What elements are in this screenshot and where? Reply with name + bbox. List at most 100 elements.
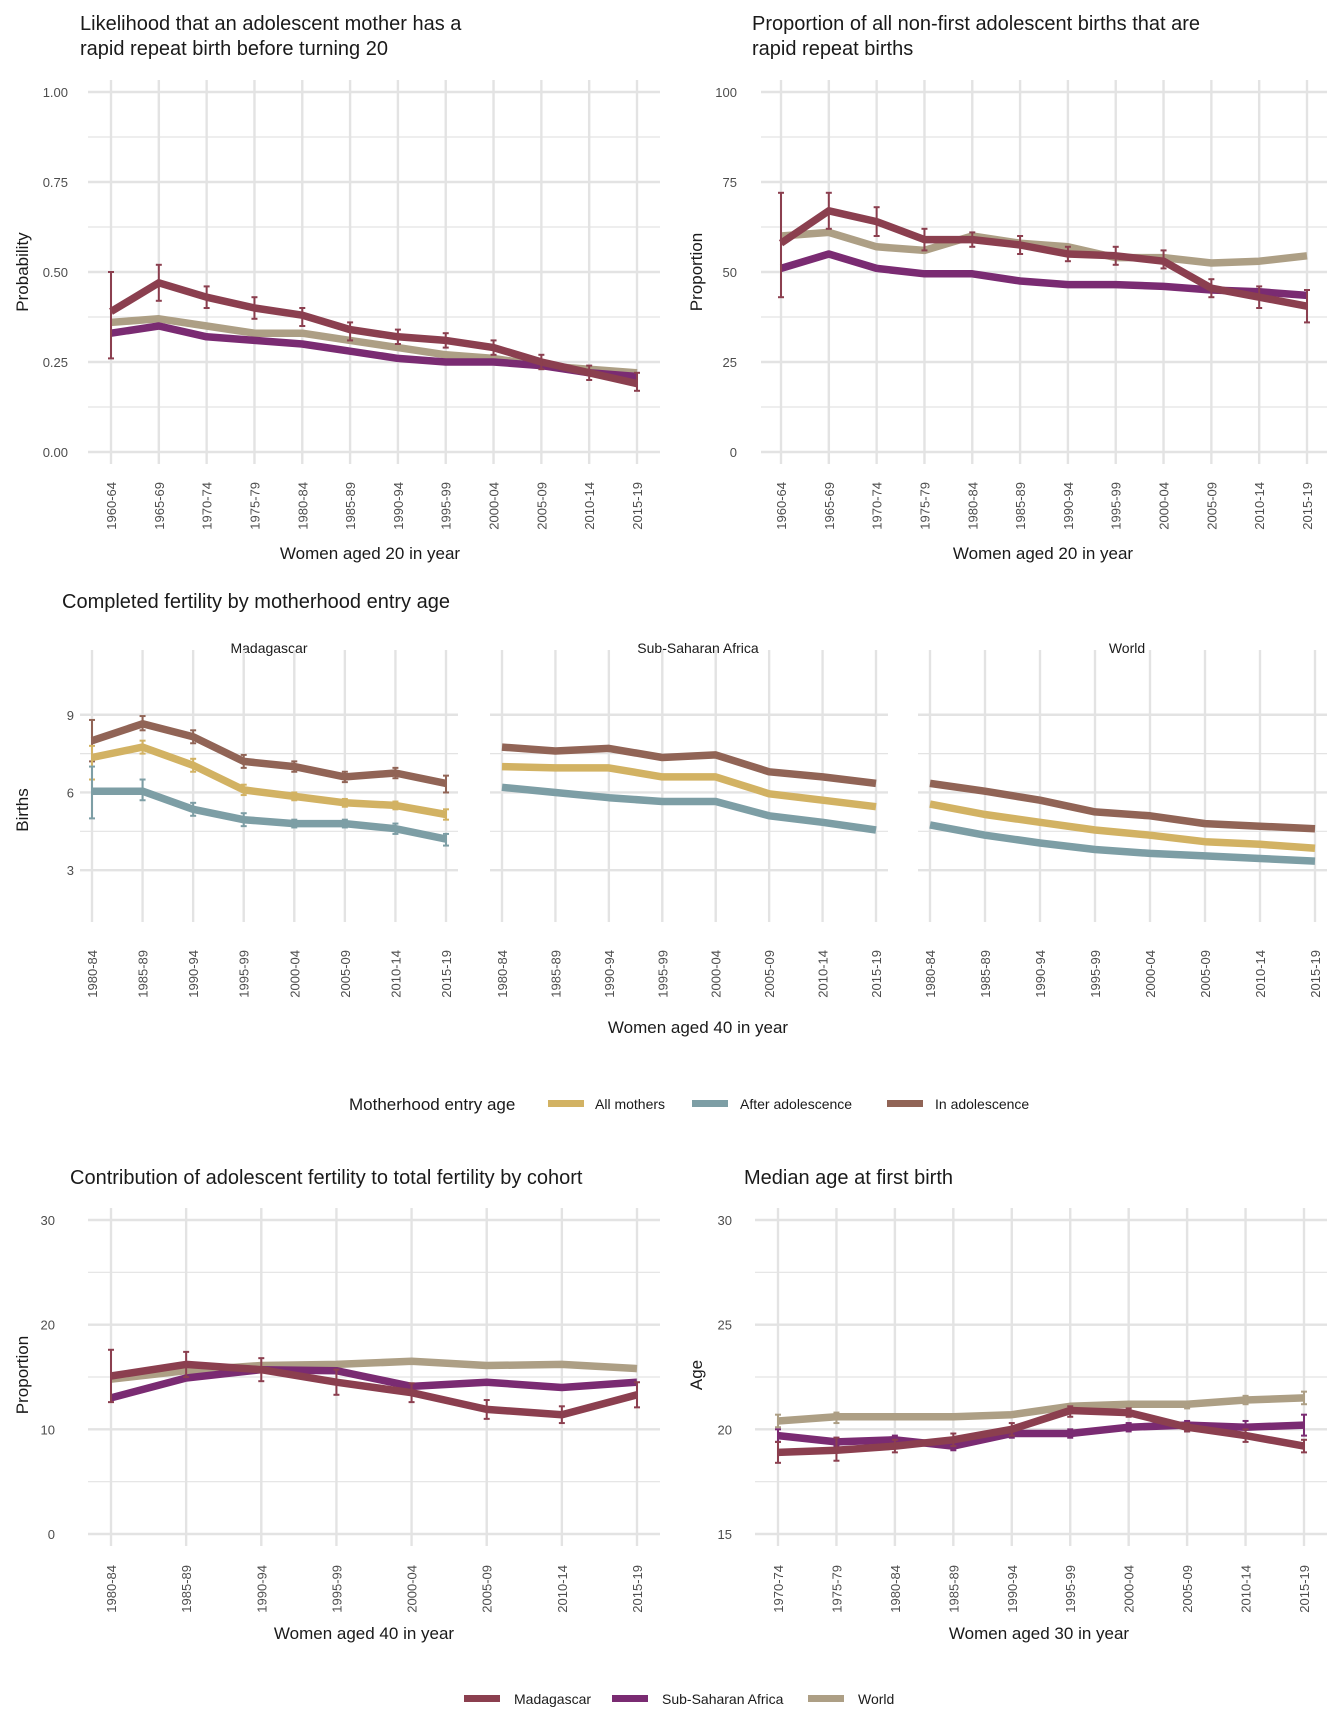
panel-title-line-2: rapid repeat births xyxy=(752,38,913,60)
plot-area-sub-saharan-africa: 1980-84 1985-89 1990-94 1995-99 2000-04 2005-… xyxy=(490,650,888,998)
y-tick-label: 20 xyxy=(718,1422,732,1437)
y-axis-label: Probability xyxy=(13,232,32,312)
panel-title-line-1: Likelihood that an adolescent mother has… xyxy=(80,13,462,35)
legend-key-all-mothers xyxy=(548,1100,584,1107)
panel-completed-fertility: Completed fertility by motherhood entry … xyxy=(13,591,1327,1037)
x-tick-label: 1990-94 xyxy=(1033,950,1048,998)
x-tick-label: 1990-94 xyxy=(391,482,406,530)
x-tick-label: 1980-84 xyxy=(888,1565,903,1613)
legend-label-sub-saharan-africa: Sub-Saharan Africa xyxy=(662,1691,784,1707)
x-tick-label: 1985-89 xyxy=(343,482,358,530)
x-tick-label: 1985-89 xyxy=(946,1565,961,1613)
x-tick-label: 1990-94 xyxy=(602,950,617,998)
x-tick-label: 1995-99 xyxy=(237,950,252,998)
x-tick-label: 2005-09 xyxy=(1198,950,1213,998)
x-tick-label: 1985-89 xyxy=(1013,482,1028,530)
x-tick-label: 1985-89 xyxy=(978,950,993,998)
y-axis-label: Proportion xyxy=(687,233,706,311)
panel-title-line-1: Proportion of all non-first adolescent b… xyxy=(752,13,1200,35)
y-axis-label: Proportion xyxy=(13,1336,32,1414)
legend-key-sub-saharan-africa xyxy=(612,1695,648,1702)
legend-label-all-mothers: All mothers xyxy=(595,1096,665,1112)
x-axis-label: Women aged 40 in year xyxy=(608,1018,789,1037)
y-tick-label: 25 xyxy=(718,1318,732,1333)
x-tick-label: 1985-89 xyxy=(179,1565,194,1613)
x-tick-label: 2015-19 xyxy=(869,950,884,998)
series-line-after-adolescence xyxy=(929,821,1316,865)
y-tick-label: 20 xyxy=(41,1318,55,1333)
x-tick-label: 1960-64 xyxy=(104,482,119,530)
x-tick-label: 1980-84 xyxy=(104,1565,119,1613)
x-tick-label: 1985-89 xyxy=(548,950,563,998)
x-tick-label: 1990-94 xyxy=(254,1565,269,1613)
x-tick-label: 1995-99 xyxy=(1109,482,1124,530)
legend-label-madagascar: Madagascar xyxy=(514,1691,591,1707)
x-tick-label: 2000-04 xyxy=(1143,950,1158,998)
series-line-after-adolescence xyxy=(92,787,447,843)
x-tick-label: 2010-14 xyxy=(1239,1565,1254,1613)
x-tick-label: 2005-09 xyxy=(534,482,549,530)
x-tick-label: 2010-14 xyxy=(1253,950,1268,998)
x-tick-label: 1980-84 xyxy=(923,950,938,998)
x-tick-label: 2005-09 xyxy=(338,950,353,998)
legend-region: Madagascar Sub-Saharan Africa World xyxy=(464,1691,894,1707)
x-tick-label: 2015-19 xyxy=(1308,950,1323,998)
y-tick-label: 3 xyxy=(67,863,74,878)
legend-label-after-adolescence: After adolescence xyxy=(740,1096,852,1112)
x-tick-label: 2005-09 xyxy=(762,950,777,998)
x-tick-label: 1995-99 xyxy=(1063,1565,1078,1613)
plot-area: 0 25 50 75 100 1960-64 1965-69 1970-74 1975-79 19… xyxy=(715,80,1327,530)
plot-area: 15 20 25 30 1970-74 1975-79 1980-84 1985-89 1990… xyxy=(718,1208,1327,1613)
series-line-all-mothers xyxy=(929,800,1316,852)
panel-rapid-repeat-proportion: Proportion of all non-first adolescent b… xyxy=(687,13,1327,563)
y-axis-label: Age xyxy=(687,1360,706,1390)
x-tick-label: 2015-19 xyxy=(630,1565,645,1613)
panel-adolescent-contribution: Contribution of adolescent fertility to … xyxy=(13,1167,660,1643)
plot-area-madagascar: 3 6 9 1980-84 1985-89 1990-94 1995-99 2000-04 20… xyxy=(67,650,458,998)
y-tick-label: 30 xyxy=(41,1213,55,1228)
x-tick-label: 1980-84 xyxy=(495,950,510,998)
x-tick-label: 2000-04 xyxy=(287,950,302,998)
x-tick-label: 1990-94 xyxy=(1061,482,1076,530)
panel-title: Median age at first birth xyxy=(744,1167,953,1189)
x-axis-label: Women aged 20 in year xyxy=(280,544,461,563)
y-tick-label: 9 xyxy=(67,708,74,723)
legend-key-after-adolescence xyxy=(692,1100,728,1107)
y-tick-label: 0.75 xyxy=(43,175,68,190)
panel-title: Completed fertility by motherhood entry … xyxy=(62,591,450,613)
x-tick-label: 1965-69 xyxy=(822,482,837,530)
legend-label-world: World xyxy=(858,1691,894,1707)
plot-area: 0.00 0.25 0.50 0.75 1.00 1960-64 1965-69 1970-7… xyxy=(43,80,660,530)
x-tick-label: 2015-19 xyxy=(439,950,454,998)
x-tick-label: 2000-04 xyxy=(487,482,502,530)
plot-area: 0 10 20 30 1980-84 1985-89 1990-94 1995-99 2000-… xyxy=(41,1208,660,1613)
y-tick-label: 25 xyxy=(723,355,737,370)
plot-area-world: 1980-84 1985-89 1990-94 1995-99 2000-04 2005-… xyxy=(918,650,1327,998)
x-tick-label: 1970-74 xyxy=(771,1565,786,1613)
legend-key-in-adolescence xyxy=(887,1100,923,1107)
y-tick-label: 0.00 xyxy=(43,445,68,460)
y-axis-label: Births xyxy=(13,788,32,831)
y-tick-label: 0 xyxy=(48,1527,55,1542)
x-tick-label: 2010-14 xyxy=(1252,482,1267,530)
series-line-sub-saharan-africa xyxy=(110,1365,638,1402)
series-line-madagascar xyxy=(778,207,1308,310)
x-tick-label: 2015-19 xyxy=(1297,1565,1312,1613)
x-tick-label: 2015-19 xyxy=(1300,482,1315,530)
x-tick-label: 2005-09 xyxy=(480,1565,495,1613)
y-tick-label: 0 xyxy=(730,445,737,460)
y-tick-label: 100 xyxy=(715,85,737,100)
x-tick-label: 1985-89 xyxy=(136,950,151,998)
x-tick-label: 1965-69 xyxy=(152,482,167,530)
facet-label-sub-saharan-africa: Sub-Saharan Africa xyxy=(637,640,759,656)
series-line-after-adolescence xyxy=(501,783,877,834)
x-tick-label: 2005-09 xyxy=(1204,482,1219,530)
x-axis-label: Women aged 40 in year xyxy=(274,1624,455,1643)
series-line-madagascar xyxy=(777,1406,1305,1457)
panel-median-age-first-birth: Median age at first birth Age Women aged… xyxy=(687,1167,1327,1643)
x-tick-label: 1990-94 xyxy=(186,950,201,998)
legend-motherhood-entry-age: Motherhood entry age All mothers After a… xyxy=(349,1095,1029,1114)
series-line-world xyxy=(780,228,1308,267)
x-tick-label: 1975-79 xyxy=(917,482,932,530)
x-tick-label: 2000-04 xyxy=(709,950,724,998)
